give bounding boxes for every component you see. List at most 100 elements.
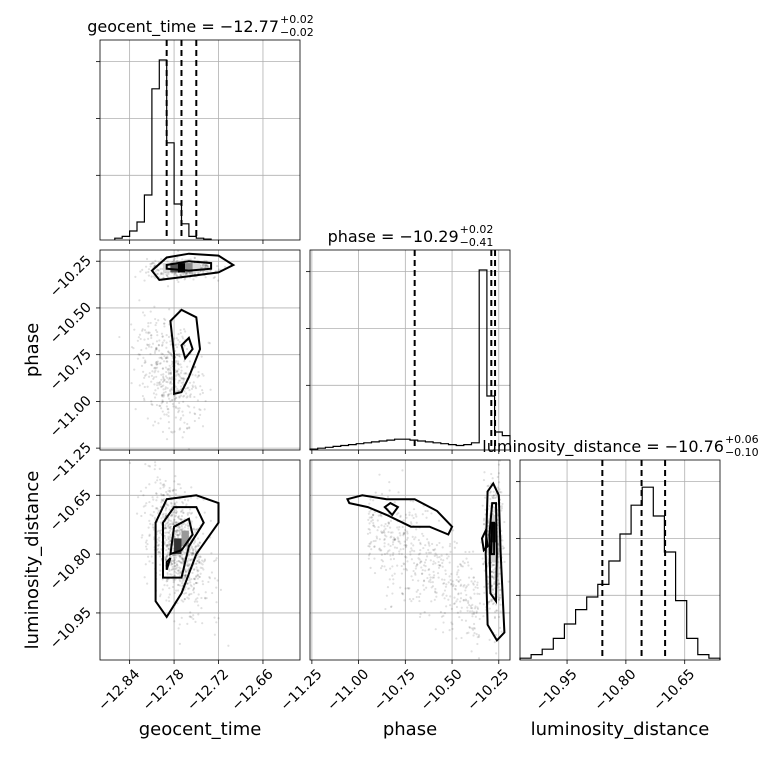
sample-point	[157, 343, 160, 347]
sample-point	[180, 377, 183, 380]
sample-point	[169, 381, 172, 384]
sample-point	[212, 276, 215, 280]
sample-point	[492, 602, 496, 605]
sample-point	[174, 493, 177, 496]
sample-point	[150, 346, 153, 349]
sample-point	[173, 272, 176, 275]
sample-point	[436, 556, 439, 559]
sample-point	[165, 531, 169, 534]
sample-point	[419, 612, 422, 616]
sample-point	[468, 625, 471, 629]
sample-point	[488, 504, 492, 508]
sample-point	[178, 642, 181, 645]
sample-point	[411, 535, 414, 538]
sample-point	[180, 518, 183, 521]
sample-point	[186, 561, 189, 564]
sample-point	[370, 516, 373, 519]
sample-point	[219, 588, 223, 592]
sample-point	[159, 569, 162, 572]
sample-point	[475, 611, 478, 614]
sample-point	[182, 383, 185, 386]
sample-point	[178, 340, 181, 343]
sample-point	[374, 491, 377, 494]
sample-point	[383, 534, 387, 537]
sample-point	[422, 534, 425, 538]
sample-point	[161, 588, 164, 591]
contour-line	[169, 517, 194, 556]
sample-point	[380, 564, 384, 568]
sample-point	[207, 580, 210, 584]
sample-point	[182, 511, 185, 515]
sample-point	[171, 489, 175, 492]
sample-point	[176, 569, 179, 572]
sample-point	[398, 550, 401, 553]
sample-point	[159, 356, 163, 359]
sample-point	[163, 325, 166, 328]
sample-point	[447, 598, 450, 601]
sample-point	[167, 350, 170, 353]
sample-point	[454, 588, 457, 591]
sample-point	[183, 328, 186, 331]
sample-point	[153, 383, 156, 386]
sample-point	[202, 568, 205, 571]
sample-point	[171, 521, 174, 524]
sample-point	[157, 543, 161, 546]
contour-line	[165, 557, 172, 571]
sample-point	[155, 363, 158, 366]
sample-point	[214, 559, 217, 562]
sample-point	[426, 576, 429, 580]
sample-point	[179, 567, 182, 570]
sample-point	[464, 598, 467, 601]
sample-point	[162, 483, 166, 486]
sample-point	[459, 578, 462, 582]
sample-point	[147, 526, 150, 529]
sample-point	[180, 553, 184, 557]
sample-point	[159, 555, 162, 558]
sample-point	[471, 607, 474, 610]
sample-point	[490, 564, 494, 567]
sample-point	[180, 616, 183, 619]
sample-point	[152, 424, 155, 427]
sample-point	[155, 361, 158, 364]
sample-point	[147, 332, 150, 335]
sample-point	[494, 603, 498, 606]
sample-point	[380, 515, 383, 518]
sample-point	[175, 529, 179, 532]
sample-point	[375, 537, 379, 540]
sample-point	[398, 525, 401, 529]
sample-point	[376, 529, 379, 532]
sample-point	[437, 576, 440, 579]
sample-point	[158, 356, 161, 359]
sample-point	[179, 510, 183, 513]
sample-point	[173, 488, 176, 491]
sample-point	[184, 574, 187, 577]
sample-point	[161, 380, 165, 384]
x-axis-label: geocent_time	[139, 719, 262, 740]
title-value: −10.76	[665, 437, 724, 456]
sample-point	[154, 259, 157, 263]
sample-point	[166, 522, 169, 525]
sample-point	[412, 516, 415, 520]
sample-point	[386, 586, 390, 589]
sample-point	[393, 546, 397, 549]
sample-point	[146, 543, 149, 546]
sample-point	[404, 528, 407, 532]
sample-point	[180, 524, 183, 527]
sample-point	[192, 552, 195, 555]
sample-point	[159, 529, 162, 532]
sample-point	[167, 393, 170, 397]
sample-point	[186, 564, 189, 567]
sample-point	[178, 407, 181, 410]
sample-point	[409, 550, 412, 553]
sample-point	[499, 603, 502, 606]
sample-point	[418, 561, 422, 565]
sample-point	[176, 362, 180, 366]
sample-point	[168, 529, 172, 532]
sample-point	[402, 532, 406, 536]
sample-point	[419, 541, 422, 544]
sample-point	[208, 577, 212, 580]
sample-point	[492, 570, 495, 574]
sample-point	[173, 337, 176, 340]
sample-point	[434, 587, 437, 591]
sample-point	[188, 508, 192, 511]
